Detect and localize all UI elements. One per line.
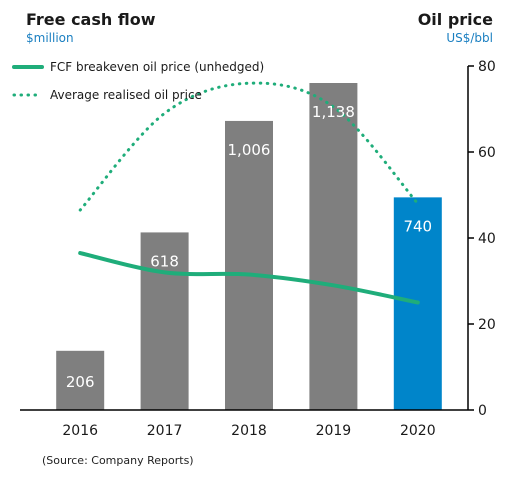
- right-axis-tick-label-80: 80: [478, 59, 496, 75]
- right-axis-tick-label-60: 60: [478, 145, 496, 161]
- legend-label-fcf-breakeven: FCF breakeven oil price (unhedged): [50, 60, 264, 74]
- bar-value-label-2018: 1,006: [228, 141, 271, 159]
- lines-layer: [78, 81, 420, 305]
- bar-labels-layer: 206 618 1,006 1,138 740: [66, 103, 432, 391]
- bar-value-label-2020: 740: [403, 217, 432, 235]
- right-axis-title: Oil price: [417, 10, 493, 29]
- right-axis-tick-label-40: 40: [478, 231, 496, 247]
- bar-value-label-2016: 206: [66, 373, 95, 391]
- bar-2018: [225, 120, 273, 411]
- line-fcf-breakeven-oil-price: [78, 251, 420, 305]
- right-axis-unit: US$/bbl: [446, 31, 493, 45]
- bars-layer: [56, 83, 442, 411]
- bar-value-label-2017: 618: [150, 252, 179, 270]
- legend: FCF breakeven oil price (unhedged) Averag…: [12, 60, 264, 102]
- legend-label-average-realised-oil-price: Average realised oil price: [50, 88, 202, 102]
- right-axis-tick-label-0: 0: [478, 403, 487, 419]
- x-tick-label-2017: 2017: [147, 423, 183, 439]
- source-note: (Source: Company Reports): [42, 454, 194, 467]
- x-tick-label-2020: 2020: [400, 423, 436, 439]
- x-tick-label-2016: 2016: [62, 423, 98, 439]
- x-tick-label-2019: 2019: [316, 423, 352, 439]
- right-axis-tick-label-20: 20: [478, 317, 496, 333]
- bar-2017: [140, 232, 189, 410]
- left-axis-title: Free cash flow: [26, 10, 156, 29]
- bar-2016: [56, 350, 105, 410]
- bar-2019: [309, 83, 358, 410]
- line-average-realised-oil-price: [78, 81, 420, 212]
- bar-value-label-2019: 1,138: [312, 103, 355, 121]
- axes-layer: 2016 2017 2018 2019 2020 0 20 40 60 80: [20, 59, 496, 439]
- left-axis-unit: $million: [26, 31, 74, 45]
- x-tick-label-2018: 2018: [231, 423, 267, 439]
